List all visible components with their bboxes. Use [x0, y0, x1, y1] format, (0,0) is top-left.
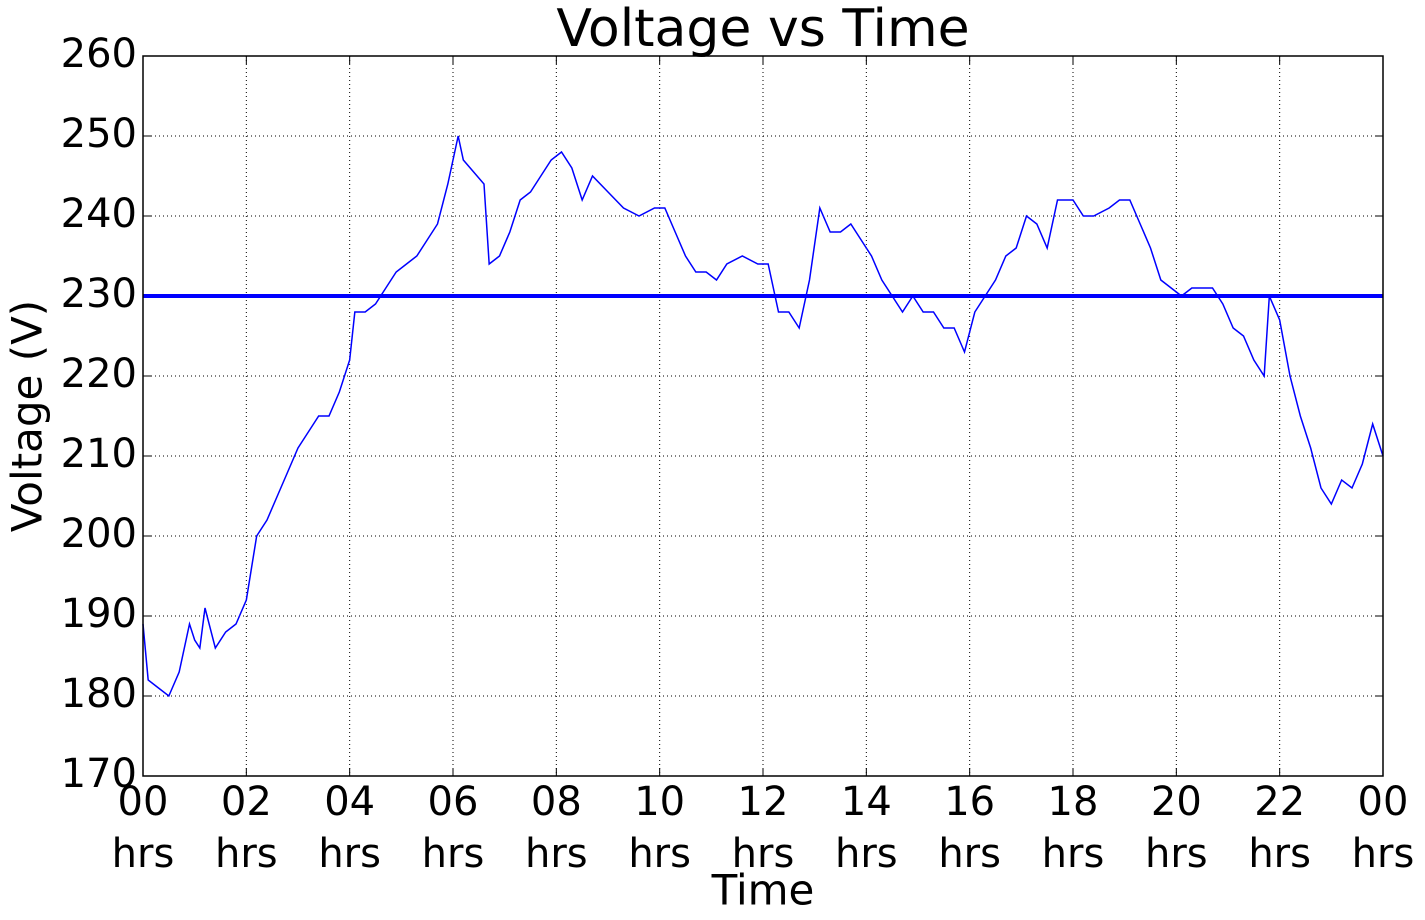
y-tick-label: 170 — [61, 751, 137, 797]
x-tick-label: 14 hrs — [835, 779, 898, 877]
y-tick-label: 210 — [61, 431, 137, 477]
x-tick-label: 10 hrs — [628, 779, 691, 877]
x-tick-label: 00 hrs — [1351, 779, 1415, 877]
x-tick-label: 22 hrs — [1248, 779, 1311, 877]
x-axis-label: Time — [711, 866, 815, 915]
x-tick-label: 20 hrs — [1145, 779, 1208, 877]
chart-title: Voltage vs Time — [556, 0, 969, 59]
x-tick-label: 06 hrs — [421, 779, 485, 877]
x-tick-label: 02 hrs — [215, 779, 278, 877]
y-tick-label: 240 — [61, 191, 137, 237]
x-tick-label: 04 hrs — [318, 779, 381, 877]
x-tick-label: 16 hrs — [938, 779, 1001, 877]
x-tick-label: 00 hrs — [111, 779, 175, 877]
y-tick-label: 260 — [61, 31, 137, 77]
y-tick-label: 180 — [61, 671, 137, 717]
x-tick-label: 08 hrs — [525, 779, 588, 877]
y-axis-label: Voltage (V) — [3, 300, 52, 532]
x-tick-label: 12 hrs — [731, 779, 795, 877]
y-tick-label: 190 — [61, 591, 137, 637]
x-tick-label: 18 hrs — [1041, 779, 1105, 877]
y-tick-label: 220 — [61, 351, 137, 397]
y-tick-label: 200 — [61, 511, 137, 557]
y-tick-label: 230 — [61, 271, 137, 317]
y-tick-label: 250 — [61, 111, 137, 157]
plot-frame — [142, 55, 1384, 777]
